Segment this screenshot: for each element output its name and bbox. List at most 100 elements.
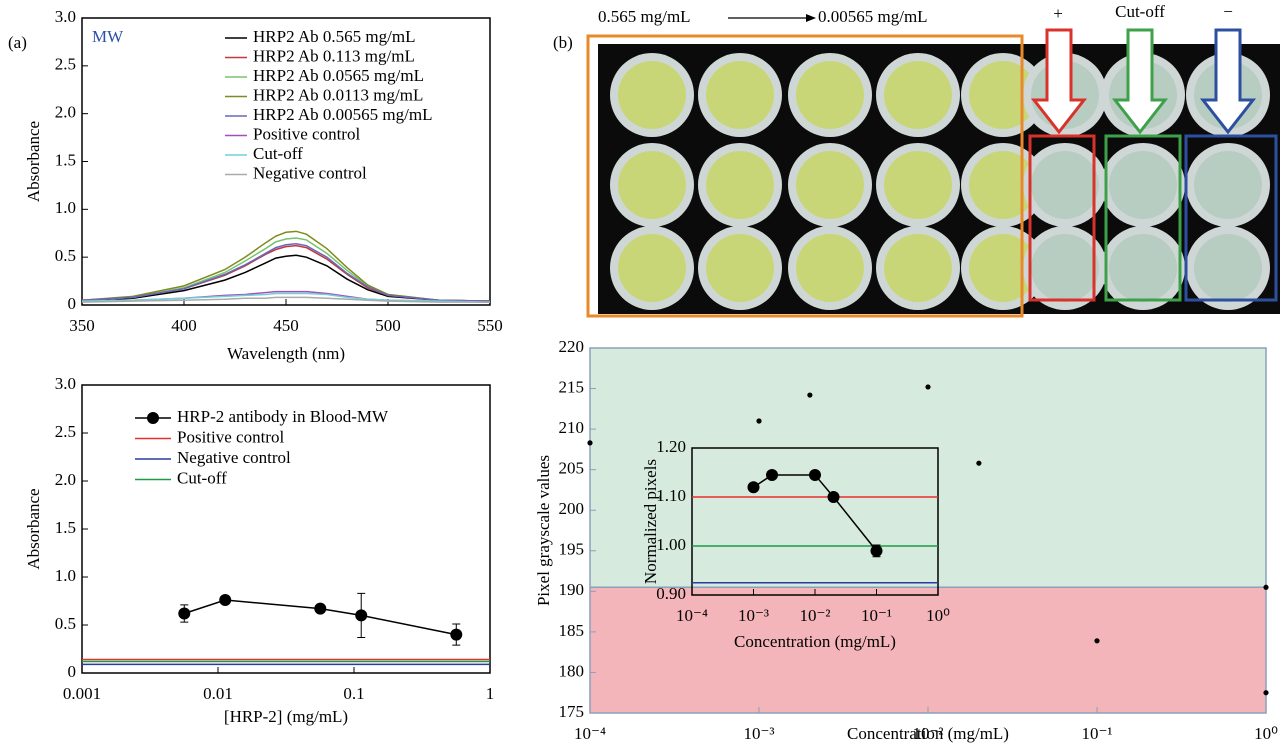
x-tick-label: 1 (486, 684, 495, 703)
well (1031, 234, 1099, 302)
y-tick-label: 0 (68, 294, 77, 313)
data-point (314, 602, 327, 615)
arrow (1111, 28, 1169, 135)
negative-box (1184, 134, 1278, 302)
x-tick-label: 350 (69, 316, 95, 335)
series-line (81, 296, 490, 303)
x-tick-label: 550 (477, 316, 503, 335)
range-end: 0.00565 mg/mL (818, 7, 928, 26)
x-tick-label: 10⁻² (799, 606, 830, 625)
y-tick-label: 3.0 (55, 7, 76, 26)
y-axis-label: Absorbance (24, 488, 43, 569)
x-tick-label: 0.01 (203, 684, 233, 703)
y-tick-label: 0.90 (656, 584, 686, 603)
series-line (81, 230, 491, 302)
data-point (1094, 638, 1100, 644)
y-tick-label: 1.0 (55, 566, 76, 585)
sample-box (586, 34, 1024, 318)
x-tick-label: 0.001 (63, 684, 101, 703)
wells (610, 53, 1270, 310)
data-point (756, 418, 762, 424)
well (969, 151, 1037, 219)
well (796, 234, 864, 302)
data-point (807, 392, 813, 398)
y-tick-label: 195 (559, 540, 585, 559)
annotation: MW (92, 27, 124, 46)
y-tick-label: 2.5 (55, 422, 76, 441)
cutoff-box (1104, 134, 1182, 302)
y-axis-label: Normalized pixels (641, 459, 660, 584)
legend-label: HRP2 Ab 0.113 mg/mL (253, 46, 415, 65)
y-tick-label: 1.5 (55, 150, 76, 169)
well (618, 151, 686, 219)
legend-label: Negative control (253, 163, 367, 182)
x-tick-label: 400 (171, 316, 197, 335)
series-line (81, 243, 491, 302)
data-point (355, 609, 368, 622)
x-axis-label: Concentration (mg/mL) (734, 632, 896, 651)
x-tick-label: 10⁰ (926, 606, 950, 625)
well (706, 61, 774, 129)
legend-label: HRP-2 antibody in Blood-MW (177, 407, 389, 426)
y-tick-label: 3.0 (55, 374, 76, 393)
legend-marker (147, 412, 159, 424)
well (618, 234, 686, 302)
arrow (1030, 28, 1088, 135)
panel-label: (a) (8, 33, 27, 52)
x-tick-label: 10⁻⁴ (574, 724, 606, 743)
well (796, 151, 864, 219)
y-tick-label: 1.5 (55, 518, 76, 537)
series-line (81, 292, 491, 303)
series-line (81, 254, 491, 302)
well (884, 234, 952, 302)
well (884, 61, 952, 129)
y-tick-label: 1.00 (656, 535, 686, 554)
y-tick-label: 210 (559, 418, 585, 437)
data-point (587, 440, 593, 446)
x-tick-label: 500 (375, 316, 401, 335)
x-tick-label: 450 (273, 316, 299, 335)
legend-label: Cut-off (177, 468, 227, 487)
x-tick-label: 10⁻³ (738, 606, 769, 625)
y-tick-label: 2.5 (55, 55, 76, 74)
well-label: − (1223, 2, 1233, 21)
x-tick-label: 10⁻⁴ (676, 606, 708, 625)
y-tick-label: 2.0 (55, 103, 76, 122)
well-label: + (1053, 4, 1063, 23)
x-axis-label: Concentration (mg/mL) (847, 724, 1009, 743)
well (1031, 151, 1099, 219)
legend-label: HRP2 Ab 0.0113 mg/mL (253, 85, 423, 104)
y-tick-label: 220 (559, 337, 585, 356)
y-tick-label: 1.10 (656, 486, 686, 505)
x-tick-label: 10⁻³ (743, 724, 774, 743)
y-tick-label: 0 (68, 662, 77, 681)
data-point (1263, 690, 1269, 696)
data-point (827, 491, 840, 503)
well (1194, 234, 1262, 302)
x-tick-label: 10⁻² (912, 724, 943, 743)
y-tick-label: 1.20 (656, 437, 686, 456)
y-tick-label: 1.0 (55, 198, 76, 217)
x-axis-label: [HRP-2] (mg/mL) (224, 707, 348, 726)
legend-label: Negative control (177, 448, 291, 467)
well (1109, 151, 1177, 219)
y-tick-label: 185 (559, 621, 585, 640)
y-tick-label: 180 (559, 661, 585, 680)
data-point (450, 628, 463, 641)
region-below (590, 587, 1266, 713)
data-point (219, 594, 232, 607)
x-tick-label: 10⁻¹ (861, 606, 892, 625)
legend-label: HRP2 Ab 0.565 mg/mL (253, 27, 415, 46)
x-tick-label: 10⁻¹ (1081, 724, 1112, 743)
data-point (766, 468, 779, 481)
y-axis-label: Pixel grayscale values (534, 455, 553, 606)
legend-label: Positive control (177, 427, 284, 446)
data-point (809, 468, 821, 481)
well (706, 151, 774, 219)
y-tick-label: 190 (559, 580, 585, 599)
legend-label: HRP2 Ab 0.00565 mg/mL (253, 105, 432, 124)
y-axis-label: Absorbance (24, 121, 43, 202)
data-point (747, 481, 760, 494)
